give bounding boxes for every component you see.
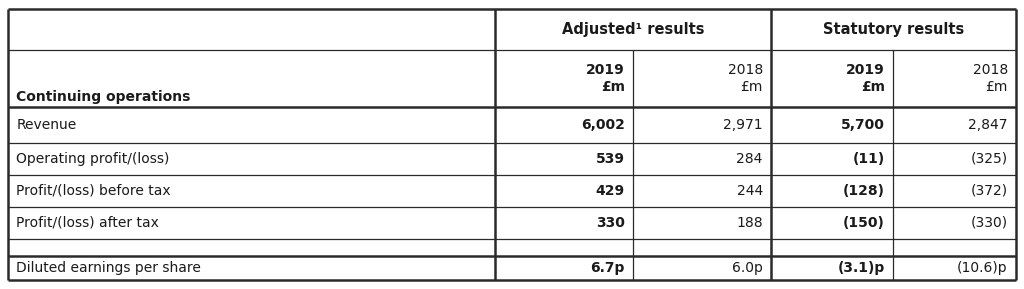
Text: 330: 330 — [596, 216, 625, 230]
Text: (372): (372) — [971, 184, 1008, 198]
Text: Diluted earnings per share: Diluted earnings per share — [16, 261, 201, 275]
Text: 2019
£m: 2019 £m — [586, 63, 625, 94]
Text: 2,847: 2,847 — [969, 118, 1008, 132]
Text: 6.7p: 6.7p — [591, 261, 625, 275]
Text: 5,700: 5,700 — [841, 118, 885, 132]
Text: Statutory results: Statutory results — [823, 22, 965, 37]
Text: Adjusted¹ results: Adjusted¹ results — [562, 22, 705, 37]
Text: Profit/(loss) before tax: Profit/(loss) before tax — [16, 184, 171, 198]
Text: 284: 284 — [736, 152, 763, 166]
Text: 2018
£m: 2018 £m — [728, 63, 763, 94]
Text: Revenue: Revenue — [16, 118, 77, 132]
Text: 188: 188 — [736, 216, 763, 230]
Text: Operating profit/(loss): Operating profit/(loss) — [16, 152, 170, 166]
Text: 429: 429 — [596, 184, 625, 198]
Text: (150): (150) — [843, 216, 885, 230]
Text: 2,971: 2,971 — [723, 118, 763, 132]
Text: 2019
£m: 2019 £m — [846, 63, 885, 94]
Text: (325): (325) — [971, 152, 1008, 166]
Text: 6.0p: 6.0p — [732, 261, 763, 275]
Text: Profit/(loss) after tax: Profit/(loss) after tax — [16, 216, 159, 230]
Text: (11): (11) — [853, 152, 885, 166]
Text: 2018
£m: 2018 £m — [973, 63, 1008, 94]
Text: 244: 244 — [736, 184, 763, 198]
Text: 539: 539 — [596, 152, 625, 166]
Text: (128): (128) — [843, 184, 885, 198]
Text: (3.1)p: (3.1)p — [838, 261, 885, 275]
Text: (10.6)p: (10.6)p — [957, 261, 1008, 275]
Text: 6,002: 6,002 — [581, 118, 625, 132]
Text: Continuing operations: Continuing operations — [16, 90, 190, 104]
Text: (330): (330) — [971, 216, 1008, 230]
